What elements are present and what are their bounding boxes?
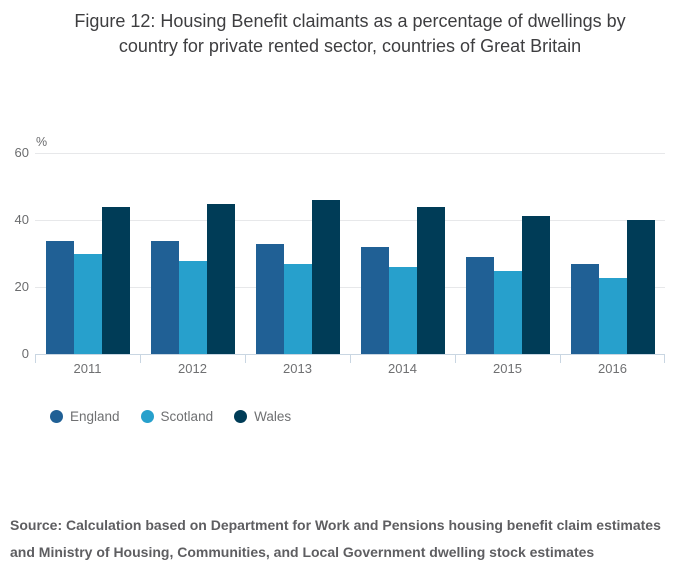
gridline-60	[35, 153, 665, 154]
y-axis-tick-label: 0	[21, 346, 29, 361]
bar-wales-2014	[416, 206, 445, 354]
x-axis-tick	[664, 354, 665, 363]
bar-scotland-2015	[493, 271, 522, 354]
x-axis-label-2012: 2012	[178, 361, 207, 376]
legend-label-england: England	[70, 409, 120, 424]
bar-groups: 2011 2012 2013 2014 2015 2016	[35, 153, 665, 376]
x-axis-label-2015: 2015	[493, 361, 522, 376]
x-axis-label-2011: 2011	[73, 361, 102, 376]
plot-area: 2011 2012 2013 2014 2015 2016	[35, 153, 665, 376]
chart-title-line1: Figure 12: Housing Benefit claimants as …	[74, 11, 626, 31]
bar-scotland-2011	[73, 253, 102, 354]
x-axis-tick	[35, 354, 36, 363]
x-axis-tick	[455, 354, 456, 363]
bar-england-2015	[465, 256, 494, 354]
legend-swatch-england	[50, 410, 63, 423]
bar-england-2011	[45, 241, 74, 354]
bar-group-2012: 2012	[140, 153, 245, 376]
y-axis-unit-label: %	[36, 135, 48, 149]
bar-england-2012	[150, 240, 179, 354]
legend-item-wales: Wales	[234, 409, 291, 424]
y-axis: 0 20 40 60	[0, 146, 29, 361]
bar-scotland-2014	[388, 266, 417, 354]
legend-swatch-scotland	[140, 410, 154, 423]
x-axis-label-2014: 2014	[388, 361, 417, 376]
x-axis-label-2013: 2013	[283, 361, 312, 376]
bar-group-2013: 2013	[245, 153, 350, 376]
source-note: Source: Calculation based on Department …	[10, 512, 698, 566]
bar-group-2016: 2016	[560, 153, 665, 376]
legend-item-england: England	[50, 409, 120, 424]
bar-wales-2011	[101, 206, 130, 354]
chart-title: Figure 12: Housing Benefit claimants as …	[0, 9, 700, 59]
chart-title-line2: country for private rented sector, count…	[118, 36, 582, 56]
bar-wales-2012	[206, 203, 235, 354]
bar-group-2014: 2014	[350, 153, 455, 376]
bar-group-2015: 2015	[455, 153, 560, 376]
legend-item-scotland: Scotland	[140, 409, 214, 424]
x-axis-tick	[140, 354, 141, 363]
y-axis-tick-label: 20	[14, 279, 29, 294]
bar-group-2011: 2011	[35, 153, 140, 376]
y-axis-tick-label: 40	[14, 212, 29, 227]
x-axis-tick	[350, 354, 351, 363]
bar-england-2013	[255, 244, 284, 354]
bar-england-2014	[360, 246, 389, 354]
source-note-line2: and Ministry of Housing, Communities, an…	[10, 544, 595, 560]
bar-england-2016	[570, 263, 599, 354]
source-note-line1: Source: Calculation based on Department …	[10, 517, 661, 533]
legend-swatch-wales	[234, 410, 248, 423]
x-axis-tick	[560, 354, 561, 363]
bar-wales-2016	[626, 220, 655, 354]
bar-scotland-2013	[283, 263, 312, 354]
gridline-40	[35, 220, 665, 221]
bar-scotland-2012	[178, 260, 207, 354]
bar-scotland-2016	[598, 277, 627, 354]
y-axis-tick-label: 60	[14, 145, 29, 160]
bar-wales-2013	[311, 199, 340, 354]
gridline-20	[35, 287, 665, 288]
chart-legend: England Scotland Wales	[50, 409, 291, 424]
legend-label-wales: Wales	[254, 409, 292, 424]
x-axis-label-2016: 2016	[598, 361, 627, 376]
bar-wales-2015	[521, 216, 550, 354]
legend-label-scotland: Scotland	[160, 409, 214, 424]
x-axis-tick	[245, 354, 246, 363]
